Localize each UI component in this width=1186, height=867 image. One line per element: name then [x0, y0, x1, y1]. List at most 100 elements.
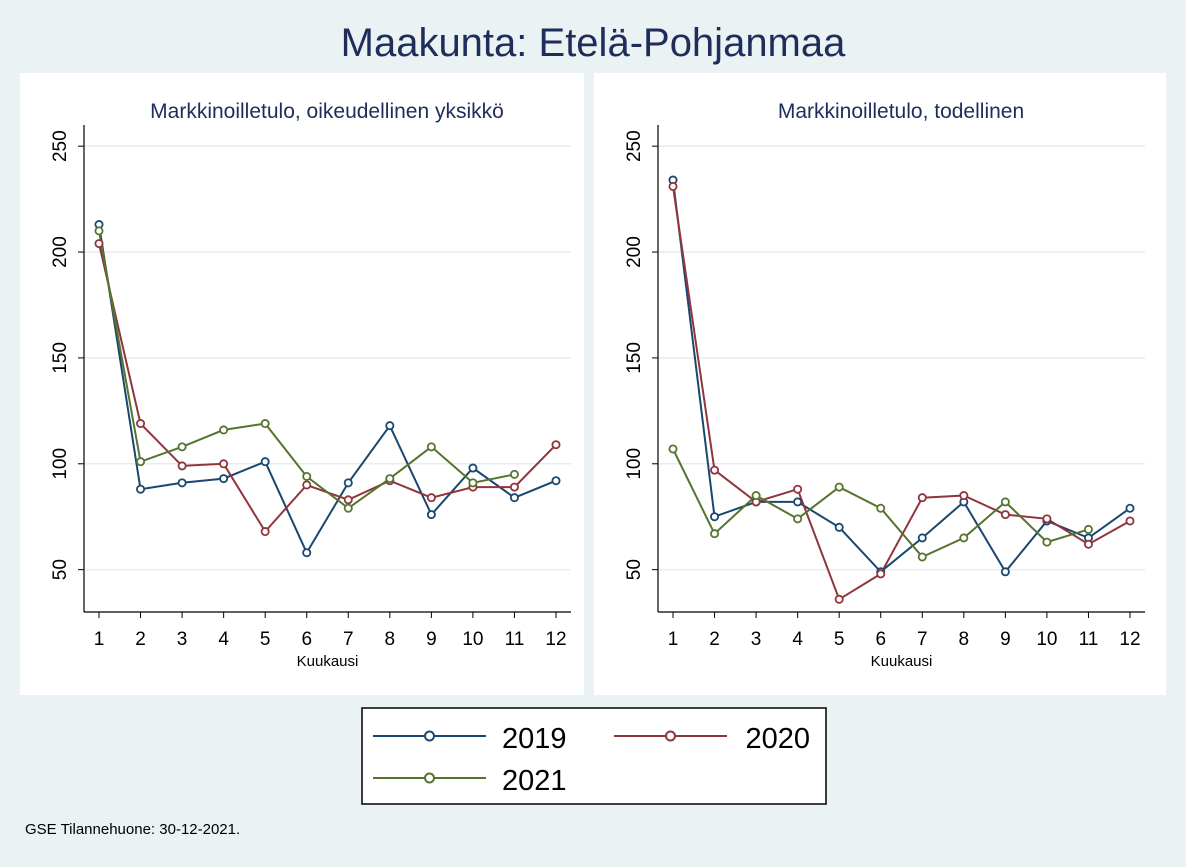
- chart-panel-legal-unit: Markkinoilletulo, oikeudellinen yksikkö 5…: [50, 100, 571, 670]
- data-point-2021: [385, 474, 395, 484]
- data-point-2019: [710, 512, 720, 522]
- x-tick-label: 10: [462, 629, 483, 650]
- data-point-2019: [219, 474, 229, 484]
- data-point-2020: [1042, 514, 1052, 524]
- x-tick-label: 6: [301, 629, 312, 650]
- panel-title: Markkinoilletulo, todellinen: [778, 100, 1024, 123]
- data-point-2021: [260, 419, 270, 429]
- data-point-2021: [219, 425, 229, 435]
- data-point-2019: [468, 463, 478, 473]
- legend-box: [361, 707, 827, 805]
- data-point-2021: [1042, 537, 1052, 547]
- data-point-2020: [834, 594, 844, 604]
- data-point-2020: [260, 527, 270, 537]
- data-point-2020: [1083, 539, 1093, 549]
- data-point-2019: [426, 510, 436, 520]
- x-tick-label: 12: [1119, 629, 1140, 650]
- figure-title: Maakunta: Etelä-Pohjanmaa: [341, 21, 847, 65]
- x-tick-label: 6: [875, 629, 886, 650]
- data-point-2020: [876, 569, 886, 579]
- data-point-2020: [509, 482, 519, 492]
- x-tick-label: 1: [668, 629, 679, 650]
- data-point-2020: [668, 181, 678, 191]
- data-point-2020: [1125, 516, 1135, 526]
- data-point-2021: [793, 514, 803, 524]
- data-point-2021: [468, 478, 478, 488]
- x-tick-label: 5: [834, 629, 845, 650]
- x-axis-label: Kuukausi: [871, 653, 933, 670]
- legend-marker-2019: [424, 730, 435, 742]
- x-tick-label: 8: [385, 629, 396, 650]
- y-tick-label: 250: [50, 130, 71, 162]
- x-tick-label: 7: [917, 629, 928, 650]
- x-tick-label: 4: [792, 629, 803, 650]
- data-point-2019: [1125, 503, 1135, 513]
- data-point-2021: [94, 226, 104, 236]
- y-tick-label: 200: [624, 236, 645, 268]
- x-tick-label: 2: [135, 629, 146, 650]
- legend-marker-2020: [665, 730, 676, 742]
- y-tick-label: 50: [50, 559, 71, 580]
- legend-label-2019: 2019: [502, 723, 567, 755]
- x-tick-label: 9: [1000, 629, 1011, 650]
- x-tick-label: 5: [260, 629, 271, 650]
- data-point-2019: [385, 421, 395, 431]
- data-point-2021: [136, 457, 146, 467]
- data-point-2019: [260, 457, 270, 467]
- series-line-2019: [98, 224, 557, 555]
- y-tick-label: 100: [624, 448, 645, 480]
- data-point-2020: [343, 495, 353, 505]
- right-panel: [594, 73, 1166, 695]
- panel-title: Markkinoilletulo, oikeudellinen yksikkö: [150, 100, 504, 123]
- left-panel: [20, 73, 584, 695]
- data-point-2021: [343, 503, 353, 513]
- data-point-2020: [219, 459, 229, 469]
- data-point-2020: [551, 440, 561, 450]
- y-tick-label: 200: [50, 236, 71, 268]
- y-tick-label: 250: [624, 130, 645, 162]
- x-tick-label: 11: [505, 629, 525, 650]
- footnote: GSE Tilannehuone: 30-12-2021.: [25, 821, 240, 838]
- y-tick-label: 100: [50, 448, 71, 480]
- x-tick-label: 10: [1036, 629, 1057, 650]
- x-tick-label: 8: [959, 629, 970, 650]
- data-point-2019: [1000, 567, 1010, 577]
- x-tick-label: 7: [343, 629, 354, 650]
- data-point-2019: [917, 533, 927, 543]
- data-point-2021: [509, 469, 519, 479]
- data-point-2019: [136, 484, 146, 494]
- data-point-2020: [1000, 510, 1010, 520]
- x-tick-label: 12: [545, 629, 566, 650]
- data-point-2020: [793, 484, 803, 494]
- data-point-2021: [834, 482, 844, 492]
- data-point-2019: [834, 522, 844, 532]
- data-point-2020: [917, 493, 927, 503]
- data-point-2021: [1083, 524, 1093, 534]
- data-point-2019: [302, 548, 312, 558]
- data-point-2021: [710, 529, 720, 539]
- legend: 2019 2020 2021: [361, 707, 827, 805]
- data-point-2019: [509, 493, 519, 503]
- chart-panel-actual: Markkinoilletulo, todellinen 50 100 150 200 2…: [624, 100, 1145, 670]
- data-point-2021: [876, 503, 886, 513]
- data-point-2020: [177, 461, 187, 471]
- y-tick-label: 150: [50, 342, 71, 374]
- legend-label-2020: 2020: [745, 723, 810, 755]
- data-point-2021: [959, 533, 969, 543]
- x-tick-label: 2: [709, 629, 720, 650]
- data-point-2021: [917, 552, 927, 562]
- data-point-2020: [710, 465, 720, 475]
- data-point-2020: [136, 419, 146, 429]
- y-tick-label: 50: [624, 559, 645, 580]
- x-tick-label: 1: [94, 629, 105, 650]
- data-point-2020: [426, 493, 436, 503]
- data-point-2021: [668, 444, 678, 454]
- data-point-2019: [793, 497, 803, 507]
- data-point-2021: [177, 442, 187, 452]
- data-point-2021: [751, 491, 761, 501]
- data-point-2020: [959, 491, 969, 501]
- x-tick-label: 3: [177, 629, 188, 650]
- x-tick-label: 4: [218, 629, 229, 650]
